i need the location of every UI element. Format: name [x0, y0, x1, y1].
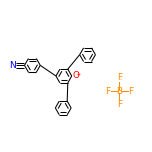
Text: -: -	[120, 77, 122, 82]
Text: F: F	[117, 73, 122, 82]
Text: F: F	[117, 100, 122, 109]
Text: B: B	[116, 87, 122, 96]
Text: N: N	[9, 61, 16, 70]
Text: O: O	[73, 71, 79, 81]
Text: F: F	[105, 87, 110, 96]
Text: F: F	[129, 87, 134, 96]
Text: +: +	[75, 72, 81, 77]
